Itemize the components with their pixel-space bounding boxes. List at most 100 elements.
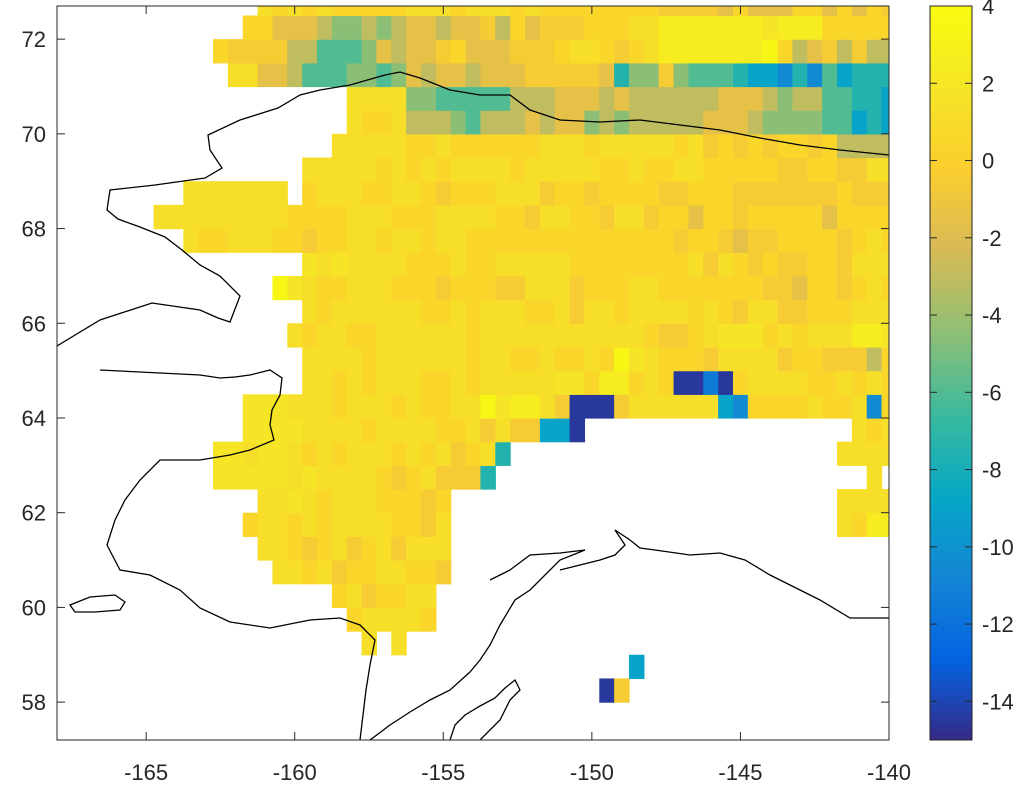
heatmap-cell [435, 299, 452, 324]
heatmap-cell [510, 133, 526, 159]
heatmap-cell [361, 39, 378, 64]
heatmap-cell [480, 299, 496, 324]
heatmap-cell [629, 252, 645, 277]
heatmap-cell [599, 299, 615, 324]
heatmap-cell [302, 512, 318, 537]
heatmap-cell [495, 133, 511, 159]
heatmap-cell [747, 228, 764, 253]
heatmap-cell [762, 370, 779, 395]
heatmap-cell [584, 181, 600, 206]
heatmap-cell [584, 133, 600, 159]
heatmap-cell [733, 181, 749, 206]
heatmap-cell [302, 346, 318, 372]
heatmap-cell [391, 441, 407, 466]
heatmap-cell [881, 181, 889, 206]
heatmap-cell [391, 346, 407, 372]
heatmap-cell [971, 15, 986, 39]
heatmap-cell [837, 299, 853, 324]
heatmap-cell [643, 275, 660, 301]
heatmap-cell [747, 6, 764, 17]
heatmap-cell [614, 678, 630, 703]
heatmap-cell [213, 204, 229, 230]
heatmap-cell [569, 346, 586, 372]
heatmap-cell [317, 62, 333, 88]
y-tick-label: 60 [22, 595, 46, 620]
heatmap-cell [198, 204, 214, 230]
heatmap-cell [346, 441, 363, 466]
heatmap-cell [227, 228, 244, 253]
heatmap-cell [495, 39, 511, 64]
x-tick-label: -145 [718, 760, 762, 785]
heatmap-cell [480, 62, 496, 88]
heatmap-cell [554, 346, 571, 372]
heatmap-cell [465, 181, 482, 206]
heatmap-cell [465, 62, 482, 88]
heatmap-cell [406, 512, 422, 537]
heatmap-cell [376, 465, 392, 490]
heatmap-cell [361, 370, 378, 395]
heatmap-cell [703, 133, 719, 159]
heatmap-cell [525, 86, 541, 111]
heatmap-cell [777, 181, 794, 206]
heatmap-cell [866, 204, 883, 230]
heatmap-cell [733, 370, 749, 395]
heatmap-cell [317, 323, 333, 348]
heatmap-cell [837, 15, 853, 40]
heatmap-cell [183, 228, 199, 253]
heatmap-cell [539, 394, 556, 419]
heatmap-cell [629, 62, 645, 88]
heatmap-cell [539, 6, 556, 17]
heatmap-cell [792, 157, 808, 182]
heatmap-cell [688, 204, 704, 230]
heatmap-cell [450, 417, 467, 443]
heatmap-cell [629, 15, 645, 40]
heatmap-cell [643, 181, 660, 206]
heatmap-cell [792, 39, 808, 64]
heatmap-cell [317, 489, 333, 514]
heatmap-cell [421, 370, 437, 395]
heatmap-cell [331, 252, 348, 277]
heatmap-cell [733, 252, 749, 277]
heatmap-cell [762, 252, 779, 277]
heatmap-cell [643, 323, 660, 348]
heatmap-cell [361, 583, 378, 609]
heatmap-cell [450, 228, 467, 253]
coastline [57, 71, 889, 740]
heatmap-cell [213, 465, 229, 490]
heatmap-cell [480, 394, 496, 419]
heatmap-cell [1000, 158, 1015, 182]
heatmap-cell [287, 536, 303, 561]
heatmap-cell [911, 110, 926, 134]
heatmap-cell [153, 204, 170, 230]
heatmap-cell [1000, 87, 1015, 111]
heatmap-cell [435, 370, 452, 395]
heatmap-cell [703, 394, 719, 419]
heatmap-cell [257, 15, 274, 40]
heatmap-cell [807, 252, 823, 277]
heatmap-cell [257, 441, 274, 466]
heatmap-cell [554, 86, 571, 111]
heatmap-cell [346, 299, 363, 324]
heatmap-cell [911, 465, 926, 489]
heatmap-cell [287, 394, 303, 419]
heatmap-cell [302, 370, 318, 395]
heatmap-cell [822, 39, 838, 64]
heatmap-cell [673, 110, 690, 135]
heatmap-cell [688, 346, 704, 372]
heatmap-cell [896, 394, 911, 418]
heatmap-cell [851, 204, 868, 230]
heatmap-cell [822, 323, 838, 348]
heatmap-cell [777, 299, 794, 324]
heatmap-cell [614, 204, 630, 230]
heatmap-cell [406, 417, 422, 443]
heatmap-cell [406, 489, 422, 514]
heatmap-cell [837, 110, 853, 135]
heatmap-cell [866, 394, 883, 419]
heatmap-cell [302, 275, 318, 301]
heatmap-cell [421, 465, 437, 490]
heatmap-cell [1000, 134, 1015, 158]
heatmap-cell [629, 370, 645, 395]
heatmap-cell [733, 133, 749, 159]
heatmap-cell [302, 181, 318, 206]
heatmap-cell [1000, 252, 1015, 276]
